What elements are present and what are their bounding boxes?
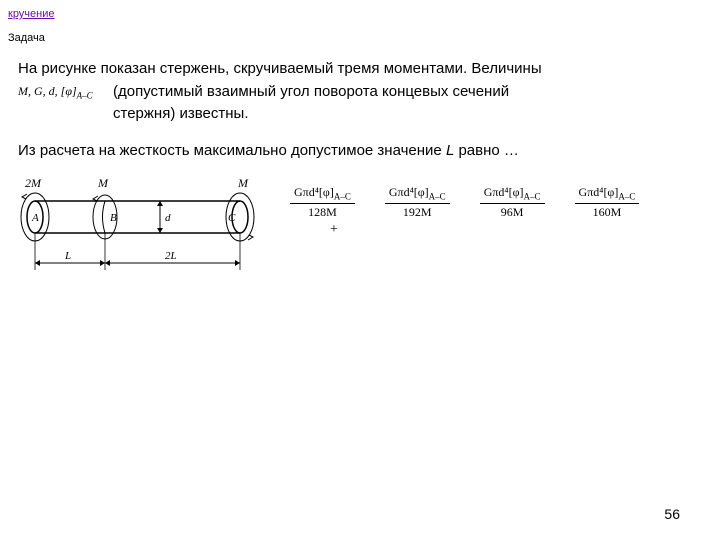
formula-option-1: Gπd⁴[φ]A–C 128M bbox=[290, 185, 355, 221]
formula-option-3: Gπd⁴[φ]A–C 96M bbox=[480, 185, 545, 221]
formula-option-2: Gπd⁴[φ]A–C 192M bbox=[385, 185, 450, 221]
svg-text:A: A bbox=[31, 212, 39, 224]
svg-text:L: L bbox=[64, 250, 71, 262]
answer-options: Gπd⁴[φ]A–C 128M Gπd⁴[φ]A–C 192M Gπd⁴[φ]A… bbox=[290, 185, 639, 221]
problem-statement: На рисунке показан стержень, скручиваемы… bbox=[18, 58, 720, 126]
shaft-diagram: 2M M M A B C d L 2L bbox=[10, 175, 270, 290]
problem-line1: На рисунке показан стержень, скручиваемы… bbox=[18, 58, 720, 81]
question-text: Из расчета на жесткость максимально допу… bbox=[18, 142, 519, 159]
correct-mark: + bbox=[330, 222, 338, 238]
svg-text:2M: 2M bbox=[25, 176, 42, 190]
svg-text:M: M bbox=[237, 176, 249, 190]
svg-text:2L: 2L bbox=[165, 250, 177, 262]
topic-link[interactable]: кручение bbox=[8, 8, 55, 20]
given-quantities: M, G, d, [φ]A–C bbox=[18, 84, 93, 100]
task-label: Задача bbox=[8, 32, 45, 44]
svg-text:M: M bbox=[97, 176, 109, 190]
problem-line2: (допустимый взаимный угол поворота конце… bbox=[113, 81, 720, 104]
page-number: 56 bbox=[664, 506, 680, 522]
problem-line3: стержня) известны. bbox=[113, 103, 720, 126]
svg-text:d: d bbox=[165, 212, 171, 224]
svg-text:B: B bbox=[110, 212, 117, 224]
svg-text:C: C bbox=[228, 212, 236, 224]
formula-option-4: Gπd⁴[φ]A–C 160M bbox=[575, 185, 640, 221]
